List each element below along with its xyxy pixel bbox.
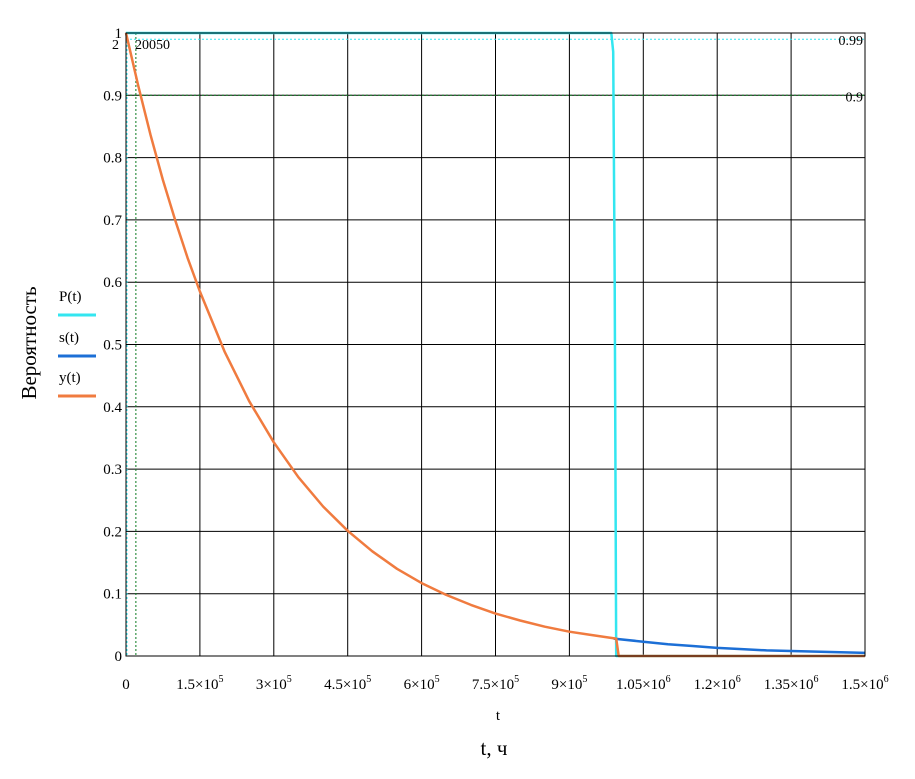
y-tick-label-7: 0.7 bbox=[103, 213, 122, 229]
x-axis-title: t, ч bbox=[481, 736, 508, 760]
corner-label: 2 bbox=[112, 38, 119, 53]
y-tick-label-4: 0.4 bbox=[103, 400, 122, 416]
y-tick-label-8: 0.8 bbox=[103, 151, 122, 167]
grid-lines bbox=[125, 32, 866, 657]
plot-frame bbox=[125, 32, 866, 657]
y-tick-label-1: 0.1 bbox=[103, 587, 122, 603]
x-tick-label-1: 1.5×105 bbox=[176, 674, 223, 693]
y-tick-label-2: 0.2 bbox=[103, 524, 122, 540]
y-tick-label-5: 0.5 bbox=[103, 338, 122, 354]
reference-line-labels: 20050 2 0.99 0.9 bbox=[112, 34, 863, 105]
reference-label-1: 0.9 bbox=[846, 90, 864, 105]
x-tick-label-3: 4.5×105 bbox=[324, 674, 371, 693]
x-tick-label-5: 7.5×105 bbox=[472, 674, 519, 693]
x-tick-label-2: 3×105 bbox=[256, 674, 292, 693]
y-tick-label-9: 0.9 bbox=[103, 88, 122, 104]
x-tick-label-6: 9×105 bbox=[551, 674, 587, 693]
y-tick-label-3: 0.3 bbox=[103, 462, 122, 478]
y-axis-title: Вероятность bbox=[17, 286, 41, 399]
x-tick-label-0: 0 bbox=[122, 677, 130, 693]
x-tick-label-7: 1.05×106 bbox=[616, 674, 671, 693]
x-tick-label-9: 1.35×106 bbox=[764, 674, 819, 693]
x-axis-variable-label: t bbox=[496, 708, 501, 724]
y-tick-label-10: 1 bbox=[115, 26, 123, 42]
reference-lines bbox=[126, 33, 865, 656]
x-tick-label-10: 1.5×106 bbox=[841, 674, 888, 693]
legend-label-0: P(t) bbox=[59, 289, 82, 305]
vertical-reference-label: 20050 bbox=[135, 38, 170, 53]
x-tick-label-4: 6×105 bbox=[404, 674, 440, 693]
x-tick-label-8: 1.2×106 bbox=[694, 674, 741, 693]
legend: P(t) s(t) y(t) bbox=[58, 289, 96, 398]
reference-label-0: 0.99 bbox=[839, 34, 864, 49]
x-tick-labels: 0 1.5×105 3×105 4.5×105 6×105 7.5×105 9×105 1.0… bbox=[122, 674, 888, 693]
series-line-st bbox=[613, 637, 866, 655]
y-tick-label-0: 0 bbox=[115, 649, 123, 665]
legend-label-2: y(t) bbox=[59, 370, 81, 386]
legend-label-1: s(t) bbox=[59, 330, 79, 346]
y-tick-labels: 0 0.1 0.2 0.3 0.4 0.5 0.6 0.7 0.8 0.9 1 bbox=[103, 26, 122, 665]
series-line-yt bbox=[124, 32, 865, 658]
y-tick-label-6: 0.6 bbox=[103, 275, 122, 291]
